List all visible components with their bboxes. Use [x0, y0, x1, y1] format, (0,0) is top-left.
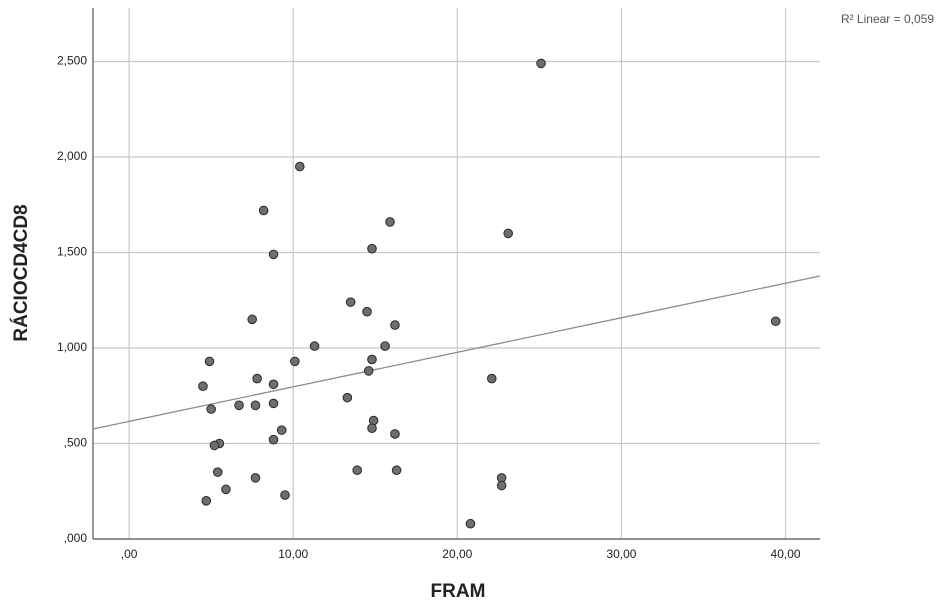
point	[206, 404, 216, 414]
point	[465, 518, 476, 529]
y-tick-label: 2,500	[57, 54, 87, 68]
point	[201, 495, 212, 506]
point	[221, 484, 231, 495]
fit-line	[92, 275, 821, 430]
point	[290, 356, 300, 367]
point	[268, 249, 279, 260]
point	[280, 490, 290, 500]
point	[362, 306, 372, 317]
annotation: R² Linear = 0,059	[841, 12, 934, 26]
y-tick-label: ,000	[64, 531, 88, 545]
point	[204, 356, 215, 367]
y-tick-label: 1,500	[57, 245, 87, 259]
y-tick-label: ,500	[64, 436, 88, 450]
point	[342, 392, 353, 403]
point	[390, 429, 400, 439]
x-tick-label: 10,00	[278, 547, 308, 561]
point	[294, 161, 305, 172]
point	[309, 341, 320, 351]
point	[391, 465, 402, 476]
point	[367, 354, 377, 365]
point	[258, 205, 269, 216]
point	[770, 316, 781, 327]
x-axis-label: FRAM	[431, 581, 486, 602]
point	[268, 379, 279, 390]
point	[363, 366, 374, 376]
point	[380, 341, 390, 351]
point	[209, 440, 220, 451]
point	[247, 314, 257, 325]
x-tick-label: 40,00	[771, 547, 801, 561]
point	[268, 398, 279, 409]
point	[503, 228, 513, 239]
point	[390, 320, 400, 330]
point	[367, 243, 377, 254]
point	[536, 58, 546, 69]
point	[198, 381, 208, 391]
x-tick-label: 20,00	[442, 547, 472, 561]
point	[212, 467, 223, 477]
y-axis-label: RÁCIOCD4CD8	[10, 204, 32, 341]
point	[268, 434, 279, 445]
y-tick-label: 1,000	[57, 340, 87, 354]
point	[276, 425, 287, 435]
point	[367, 423, 377, 434]
y-tick-label: 2,000	[57, 149, 87, 163]
point	[234, 400, 244, 411]
point	[352, 465, 363, 476]
point	[385, 217, 395, 227]
x-tick-label: ,00	[121, 547, 138, 561]
point	[496, 480, 507, 491]
point	[345, 297, 356, 307]
point	[250, 473, 261, 483]
point	[486, 373, 497, 384]
point	[252, 373, 262, 384]
point	[368, 415, 379, 426]
x-tick-label: 30,00	[606, 547, 636, 561]
point	[250, 400, 261, 411]
